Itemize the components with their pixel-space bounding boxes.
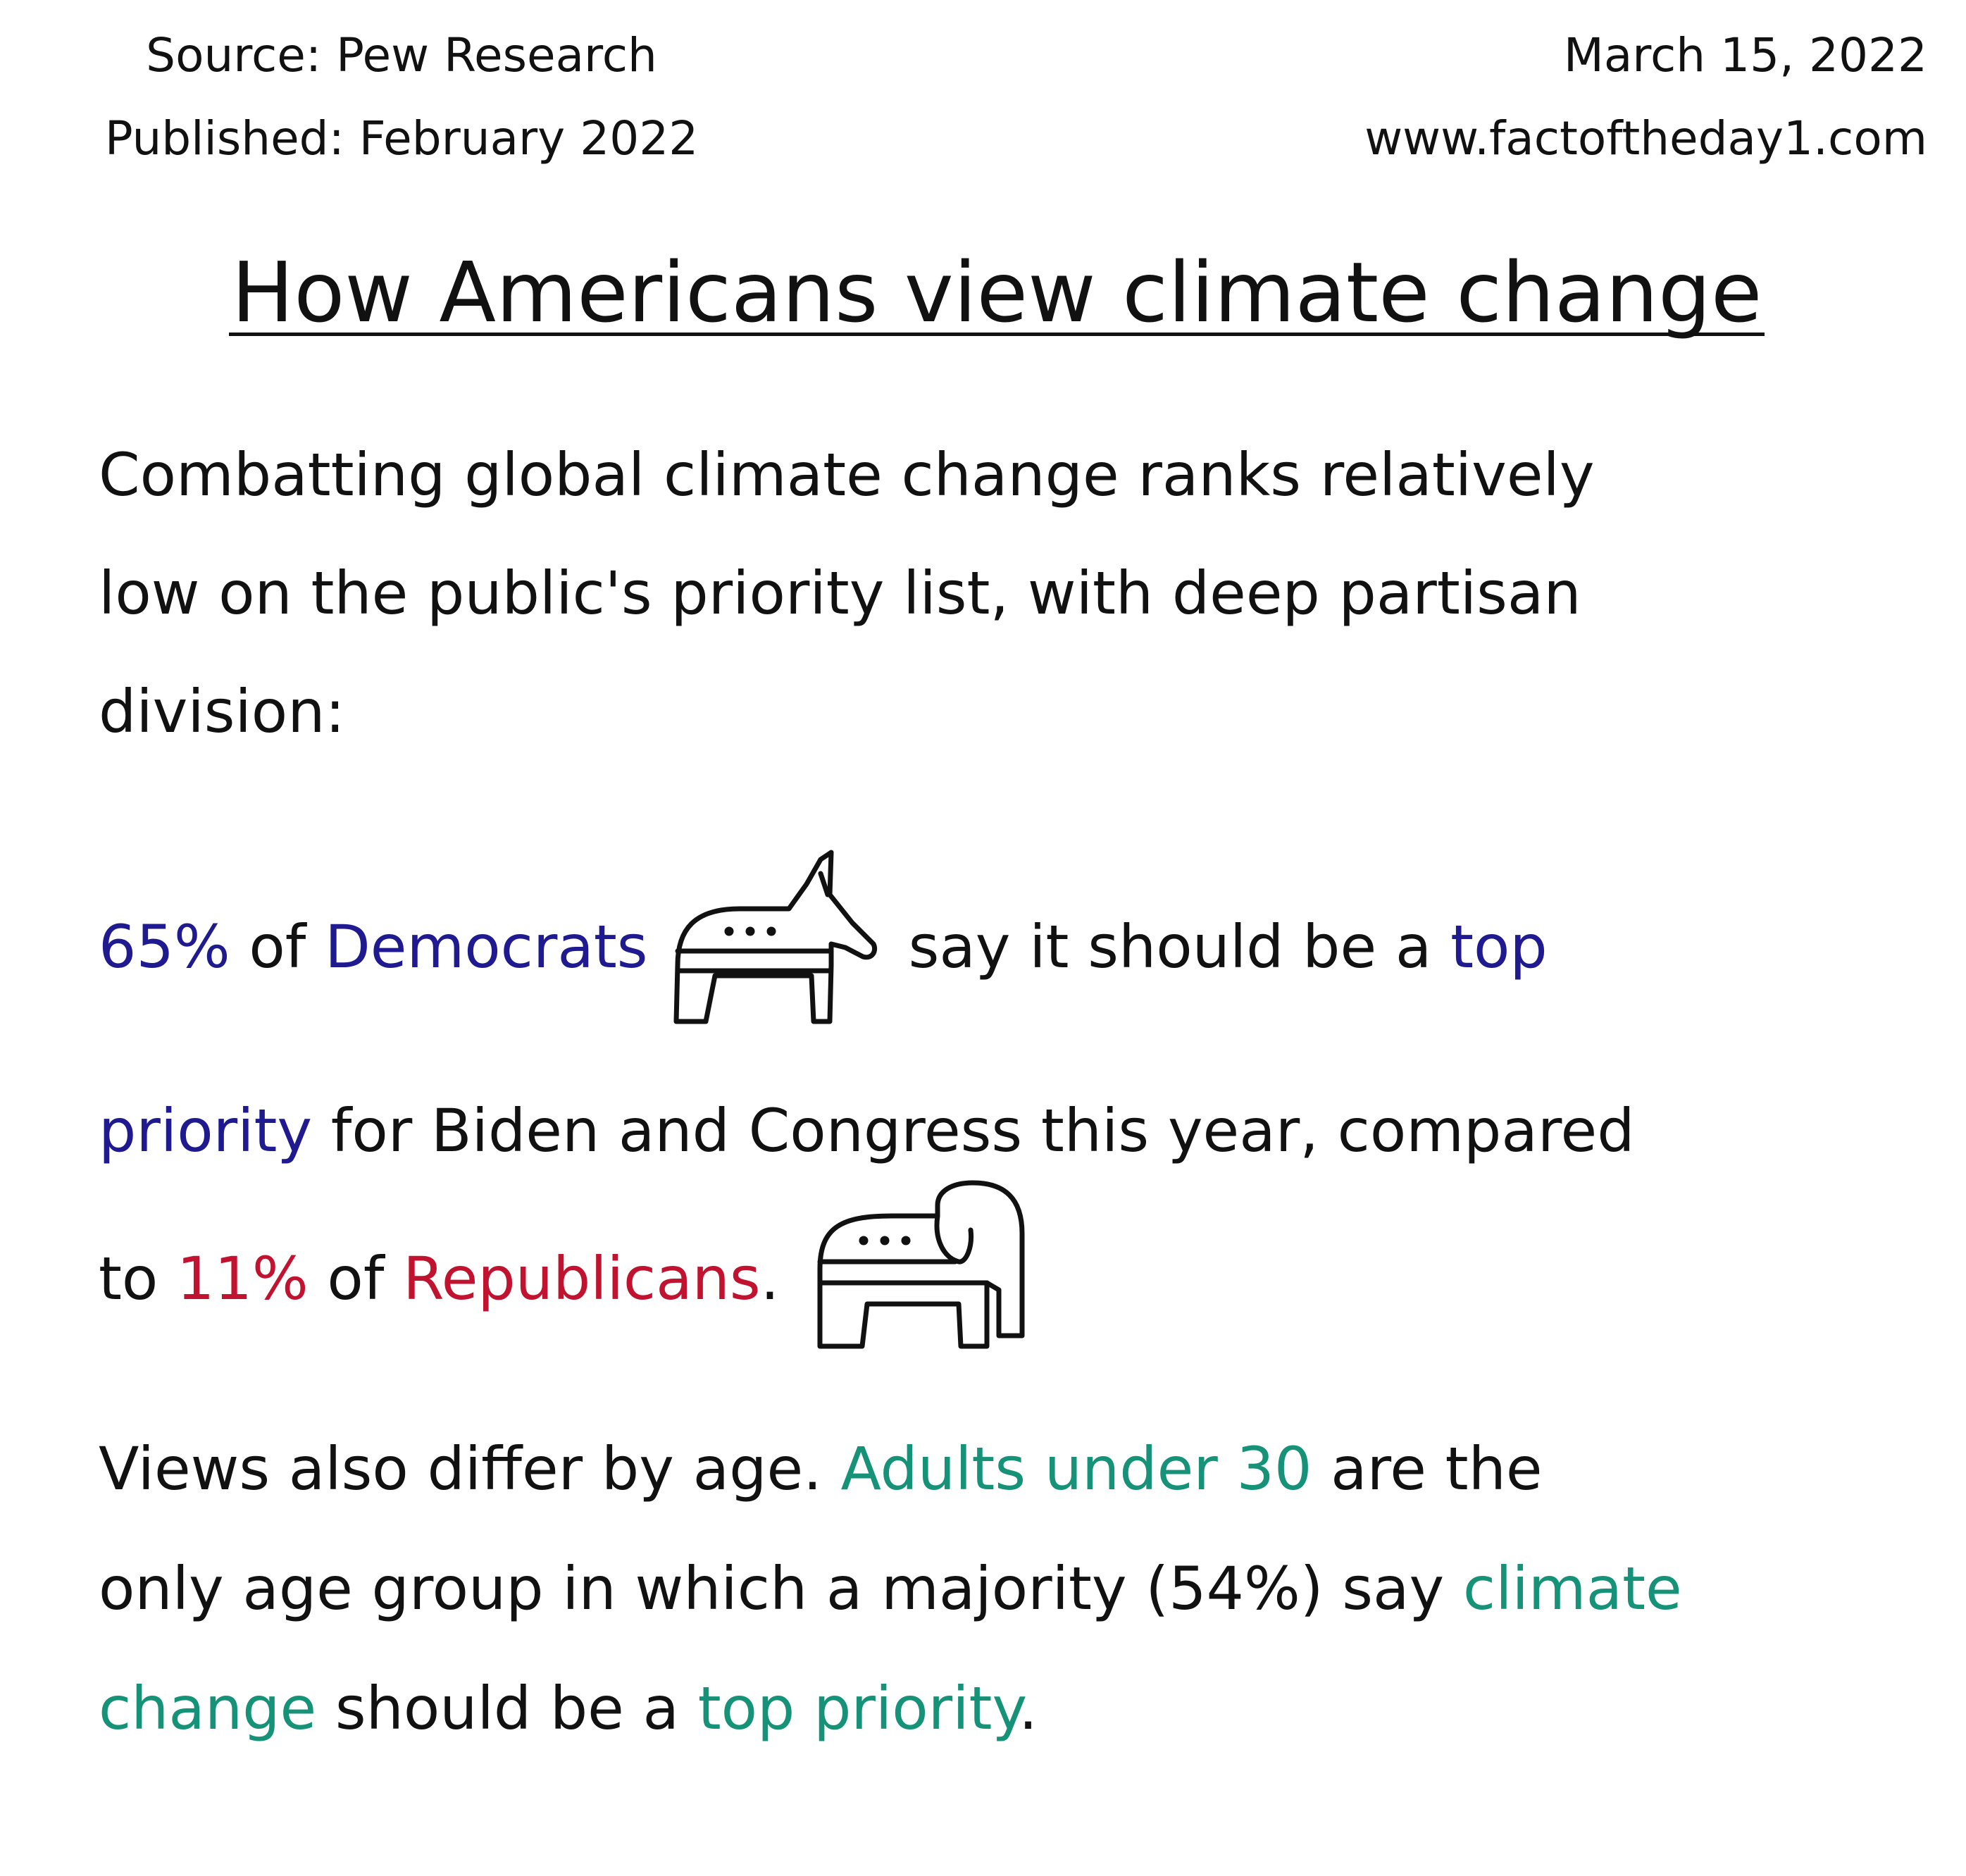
for-biden-text: for Biden and Congress this year, compar…	[312, 1096, 1635, 1165]
intro-line-2: low on the public's priority list, with …	[99, 559, 1581, 628]
say-should-be-text: say it should be a	[908, 912, 1451, 981]
source-block: Source: Pew Research Published: February…	[49, 14, 754, 180]
rep-percent: 11%	[177, 1244, 309, 1313]
intro-line-3: division:	[99, 677, 345, 746]
period-text-2: .	[1019, 1674, 1038, 1743]
page-title: How Americans view climate change	[231, 244, 1762, 341]
top-text: top	[1450, 912, 1548, 981]
party-line-1: 65% of Democrats say it should be a top	[99, 845, 1902, 1057]
party-paragraph: 65% of Democrats say it should be a top …	[99, 845, 1902, 1360]
are-the-text: are the	[1312, 1434, 1543, 1503]
only-age-group-text: only age group in which a majority (54%)…	[99, 1554, 1463, 1623]
donkey-icon	[662, 845, 888, 1057]
should-be-text: should be a	[316, 1674, 698, 1743]
views-differ-text: Views also differ by age.	[99, 1434, 841, 1503]
adults-under-30-text: Adults under 30	[840, 1434, 1312, 1503]
of-text-2: of	[308, 1244, 404, 1313]
intro-paragraph: Combatting global climate change ranks r…	[99, 416, 1902, 771]
top-priority-text: top priority	[697, 1674, 1019, 1743]
party-line-3: to 11% of Republicans.	[99, 1180, 1902, 1360]
age-line-1: Views also differ by age. Adults under 3…	[99, 1409, 1902, 1529]
republicans-text: Republicans	[403, 1244, 761, 1313]
democrats-text: Democrats	[325, 912, 648, 981]
age-line-3: change should be a top priority.	[99, 1648, 1902, 1768]
change-text: change	[99, 1674, 317, 1743]
title-underline	[229, 333, 1765, 336]
intro-line-1: Combatting global climate change ranks r…	[99, 440, 1595, 509]
date-text: March 15, 2022	[1563, 28, 1927, 82]
date-block: March 15, 2022 www.factoftheday1.com	[1223, 14, 1927, 180]
priority-text: priority	[99, 1096, 313, 1165]
dem-percent: 65%	[99, 912, 230, 981]
to-text: to	[99, 1244, 178, 1313]
party-line-2: priority for Biden and Congress this yea…	[99, 1057, 1902, 1205]
website-text: www.factoftheday1.com	[1364, 111, 1927, 166]
source-text: Source: Pew Research	[146, 28, 657, 82]
of-text-1: of	[230, 912, 325, 981]
climate-text: climate	[1462, 1554, 1682, 1623]
period-text-1: .	[760, 1244, 780, 1313]
age-paragraph: Views also differ by age. Adults under 3…	[99, 1409, 1902, 1768]
age-line-2: only age group in which a majority (54%)…	[99, 1529, 1902, 1648]
elephant-icon	[814, 1177, 1033, 1360]
published-text: Published: February 2022	[104, 111, 699, 166]
